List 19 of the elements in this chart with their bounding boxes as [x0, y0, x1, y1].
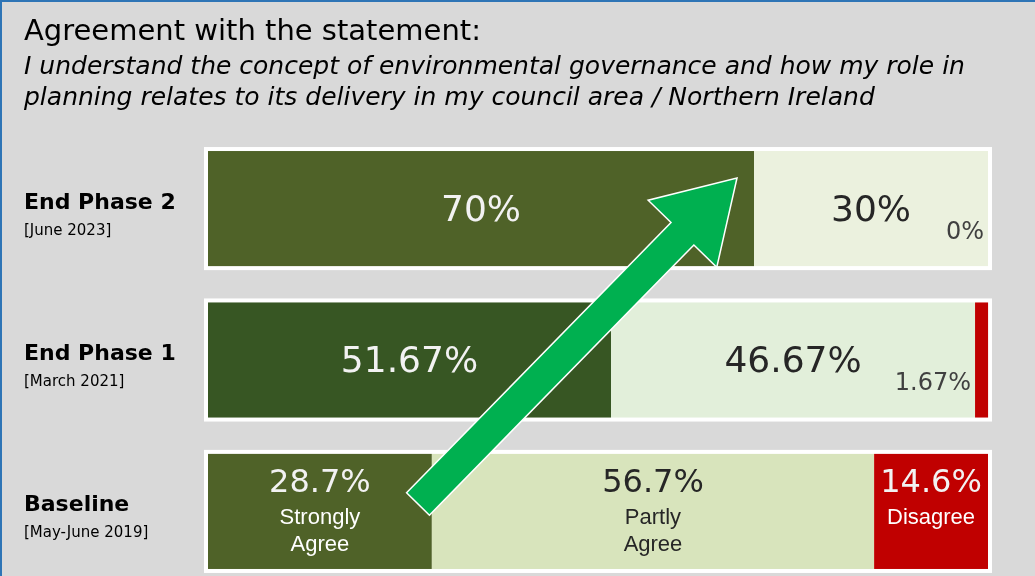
- chart-title: Agreement with the statement:: [24, 13, 481, 47]
- chart-subtitle: I understand the concept of environmental governance and how my role in planning relates to its delivery in my council area / Northern Ireland: [23, 51, 965, 111]
- series-label: Partly Agree: [623, 503, 683, 556]
- data-label: 0%: [945, 216, 984, 245]
- y-tick-label: Baseline [May-June 2019]: [24, 491, 149, 542]
- series-label: Disagree: [887, 503, 976, 529]
- data-label: 30%: [830, 187, 912, 229]
- series-label: Strongly Agree: [279, 503, 361, 556]
- data-label: 51.67%: [340, 339, 479, 380]
- data-label: 56.7%: [602, 461, 704, 500]
- data-label: 14.6%: [880, 461, 982, 500]
- data-label: 28.7%: [269, 461, 371, 500]
- bar: [975, 302, 989, 418]
- data-label: 1.67%: [894, 368, 972, 396]
- data-label: 46.67%: [724, 339, 862, 380]
- y-tick-label: End Phase 2 [June 2023]: [24, 188, 176, 239]
- y-tick-label: End Phase 1 [March 2021]: [24, 340, 176, 390]
- data-label: 70%: [440, 187, 522, 229]
- bar: [754, 151, 988, 267]
